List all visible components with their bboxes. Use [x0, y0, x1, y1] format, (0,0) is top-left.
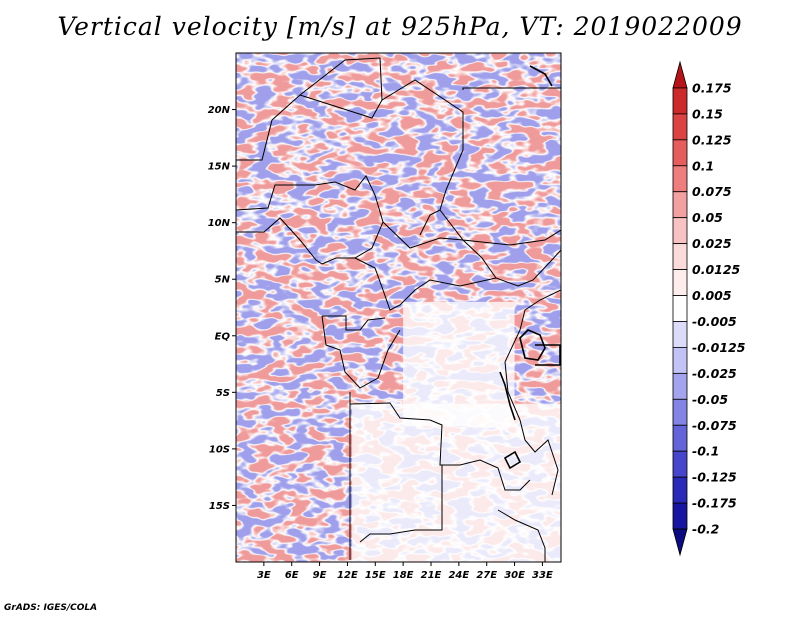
colorbar-label: -0.025 [692, 366, 737, 381]
lat-tick-label: 10S [209, 444, 230, 455]
colorbar-swatch [672, 476, 688, 504]
colorbar-swatch [672, 217, 688, 245]
lat-tick-label: 5N [215, 275, 231, 286]
colorbar-label: 0.025 [692, 236, 732, 251]
longitude-axis: 3E 6E 9E 12E 15E 18E 21E 24E 27E 30E 33E [257, 562, 553, 581]
colorbar-swatch [672, 398, 688, 426]
lakes-and-coast [499, 65, 561, 470]
colorbar-swatch [672, 450, 688, 478]
colorbar-label: -0.0125 [692, 340, 746, 355]
lat-tick-label: 5S [216, 388, 230, 399]
colorbar-swatch [672, 424, 688, 452]
colorbar-label: 0.0125 [692, 262, 741, 277]
lon-tick-label: 24E [448, 570, 469, 581]
colorbar-label: 0.05 [692, 210, 723, 225]
latitude-axis: 20N 15N 10N 5N EQ 5S 10S 15S [208, 105, 236, 512]
map-frame [235, 52, 562, 563]
grads-credit: GrADS: IGES/COLA [4, 603, 98, 613]
colorbar-swatch [672, 113, 688, 141]
lon-tick-label: 3E [257, 570, 271, 581]
lon-tick-label: 18E [393, 570, 414, 581]
country-borders [236, 57, 561, 562]
colorbar-label: 0.175 [692, 80, 732, 95]
colorbar-swatch [672, 502, 688, 530]
colorbar-label: -0.1 [692, 444, 719, 459]
colorbar-swatch [672, 372, 688, 400]
lon-tick-label: 9E [313, 570, 327, 581]
colorbar-swatch [672, 87, 688, 115]
velocity-field [236, 53, 561, 562]
colorbar-swatch [672, 269, 688, 296]
lon-tick-label: 30E [504, 570, 525, 581]
chart-title: Vertical velocity [m/s] at 925hPa, VT: 2… [57, 12, 743, 41]
lon-tick-label: 33E [532, 570, 553, 581]
blank-region-southern-interior [352, 403, 561, 562]
colorbar: 0.175 0.15 0.125 0.1 0.075 0.05 0.025 0.0125 0.0… [672, 60, 746, 557]
lat-tick-label: EQ [215, 331, 231, 342]
colorbar-swatch [672, 165, 688, 193]
colorbar-swatch [672, 528, 688, 557]
colorbar-swatch [672, 60, 688, 89]
colorbar-label: -0.075 [692, 418, 737, 433]
colorbar-label: -0.2 [692, 522, 719, 537]
lat-tick-label: 15N [208, 162, 231, 173]
map-panel: 20N 15N 10N 5N EQ 5S 10S 15S 3E 6E 9E 12E 15E 18E 21E… [208, 52, 562, 581]
colorbar-swatch [672, 321, 688, 348]
colorbar-label: 0.1 [692, 158, 714, 173]
weak-motion-areas [352, 301, 561, 562]
colorbar-label: -0.05 [692, 392, 728, 407]
lon-tick-label: 27E [476, 570, 497, 581]
lon-tick-label: 21E [421, 570, 442, 581]
blank-region-central-interior [403, 301, 515, 427]
colorbar-label: 0.075 [692, 184, 732, 199]
colorbar-swatch [672, 191, 688, 219]
colorbar-label: 0.125 [692, 132, 732, 147]
lon-tick-label: 15E [365, 570, 386, 581]
colorbar-swatch [672, 295, 688, 322]
lat-tick-label: 15S [209, 501, 230, 512]
colorbar-swatch [672, 347, 688, 374]
colorbar-label: 0.005 [692, 288, 732, 303]
lat-tick-label: 20N [208, 105, 231, 116]
colorbar-swatch [672, 243, 688, 270]
colorbar-label: -0.175 [692, 496, 737, 511]
colorbar-label: 0.15 [692, 106, 723, 121]
colorbar-label: -0.125 [692, 470, 737, 485]
lon-tick-label: 6E [285, 570, 299, 581]
lat-tick-label: 10N [208, 218, 231, 229]
lon-tick-label: 12E [337, 570, 358, 581]
colorbar-label: -0.005 [692, 314, 737, 329]
colorbar-swatch [672, 139, 688, 167]
